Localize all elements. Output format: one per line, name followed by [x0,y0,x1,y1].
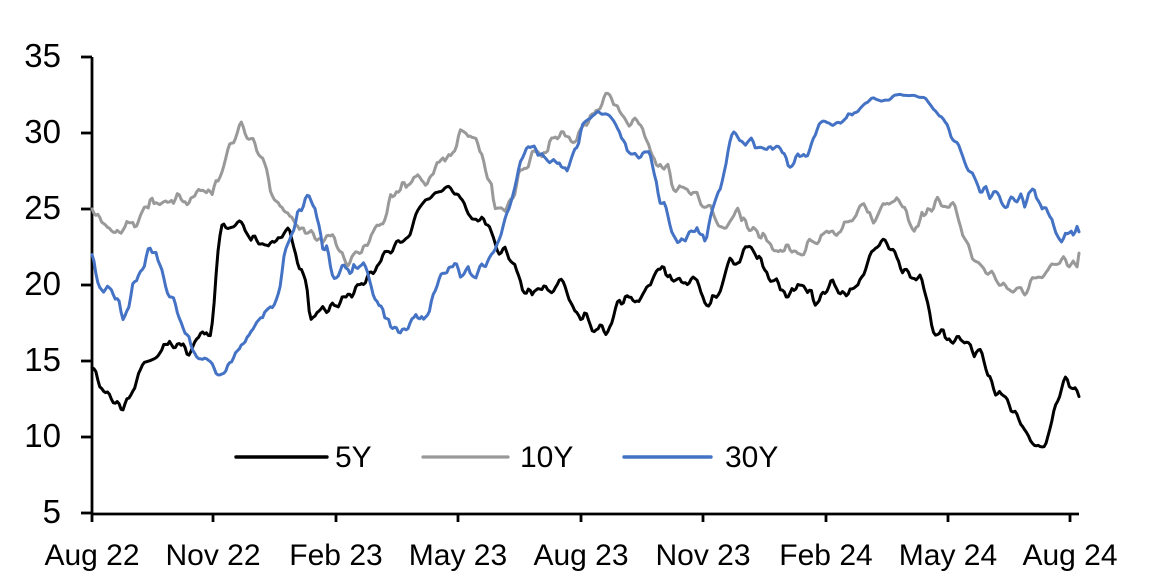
svg-text:Aug 24: Aug 24 [1022,539,1117,572]
svg-text:5: 5 [43,493,61,530]
svg-text:20: 20 [24,265,61,302]
svg-text:May 23: May 23 [409,539,507,572]
svg-text:5Y: 5Y [335,441,372,474]
svg-text:10Y: 10Y [520,441,573,474]
svg-text:Feb 23: Feb 23 [289,539,382,572]
svg-text:Feb 24: Feb 24 [779,539,872,572]
svg-text:30Y: 30Y [725,441,778,474]
svg-text:Aug 23: Aug 23 [533,539,628,572]
svg-text:15: 15 [24,341,61,378]
svg-text:35: 35 [24,37,61,74]
svg-text:May 24: May 24 [899,539,997,572]
svg-text:Aug 22: Aug 22 [44,539,139,572]
svg-text:25: 25 [24,189,61,226]
svg-text:30: 30 [24,113,61,150]
svg-text:10: 10 [24,417,61,454]
svg-text:Nov 22: Nov 22 [165,539,260,572]
svg-text:Nov 23: Nov 23 [655,539,750,572]
